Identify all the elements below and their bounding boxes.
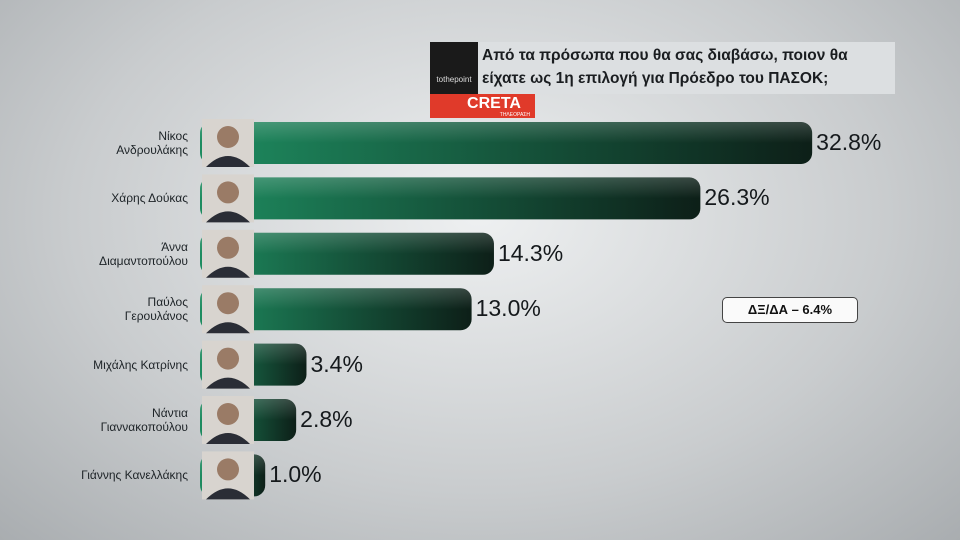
value-label: 14.3%: [497, 239, 564, 266]
category-label: Χάρης Δούκας: [111, 191, 188, 206]
photo-body: [206, 322, 250, 334]
photo-head: [217, 292, 239, 315]
category-label: Παύλος Γερουλάνος: [124, 295, 188, 324]
bar-shine: [200, 288, 472, 331]
photo-head: [217, 181, 239, 204]
photo-body: [206, 377, 250, 389]
station-logo-sub: ΤΗΛΕΟΡΑΣΗ: [500, 112, 531, 118]
channel-logo-text: tothepoint: [436, 75, 472, 84]
photo-body: [206, 433, 250, 444]
station-logo-text: CRETA: [467, 95, 521, 112]
category-label: Άννα Διαμαντοπούλου: [99, 239, 188, 268]
photo-body: [206, 211, 250, 223]
value-label: 32.8%: [816, 129, 882, 155]
value-label: 26.3%: [704, 184, 770, 211]
photo-head: [217, 403, 239, 425]
category-label: Γιάννης Κανελλάκης: [81, 468, 188, 483]
bar-shine: [200, 122, 813, 164]
channel-logo: [430, 42, 478, 94]
value-label: 2.8%: [300, 406, 353, 432]
photo-head: [217, 458, 239, 481]
value-label: 3.4%: [310, 350, 363, 377]
photo-head: [217, 347, 239, 370]
station-logo: [430, 94, 535, 118]
bar-shine: [200, 177, 701, 220]
chart-title: Από τα πρόσωπα που θα σας διαβάσω, ποιον…: [482, 47, 848, 87]
value-label: 13.0%: [475, 295, 541, 322]
value-label: 1.0%: [269, 461, 322, 488]
title-box: [430, 42, 895, 94]
category-label: Νάντια Γιαννακοπούλου: [100, 406, 188, 434]
bar-shine: [200, 232, 494, 275]
photo-body: [206, 156, 250, 167]
category-label: Νίκος Ανδρουλάκης: [116, 129, 188, 157]
photo-body: [206, 488, 250, 500]
annotation: ΔΞ/ΔΑ – 6.4%: [722, 297, 858, 323]
photo-body: [206, 266, 250, 278]
category-label: Μιχάλης Κατρίνης: [93, 357, 188, 372]
photo-head: [217, 126, 239, 148]
photo-head: [217, 236, 239, 259]
